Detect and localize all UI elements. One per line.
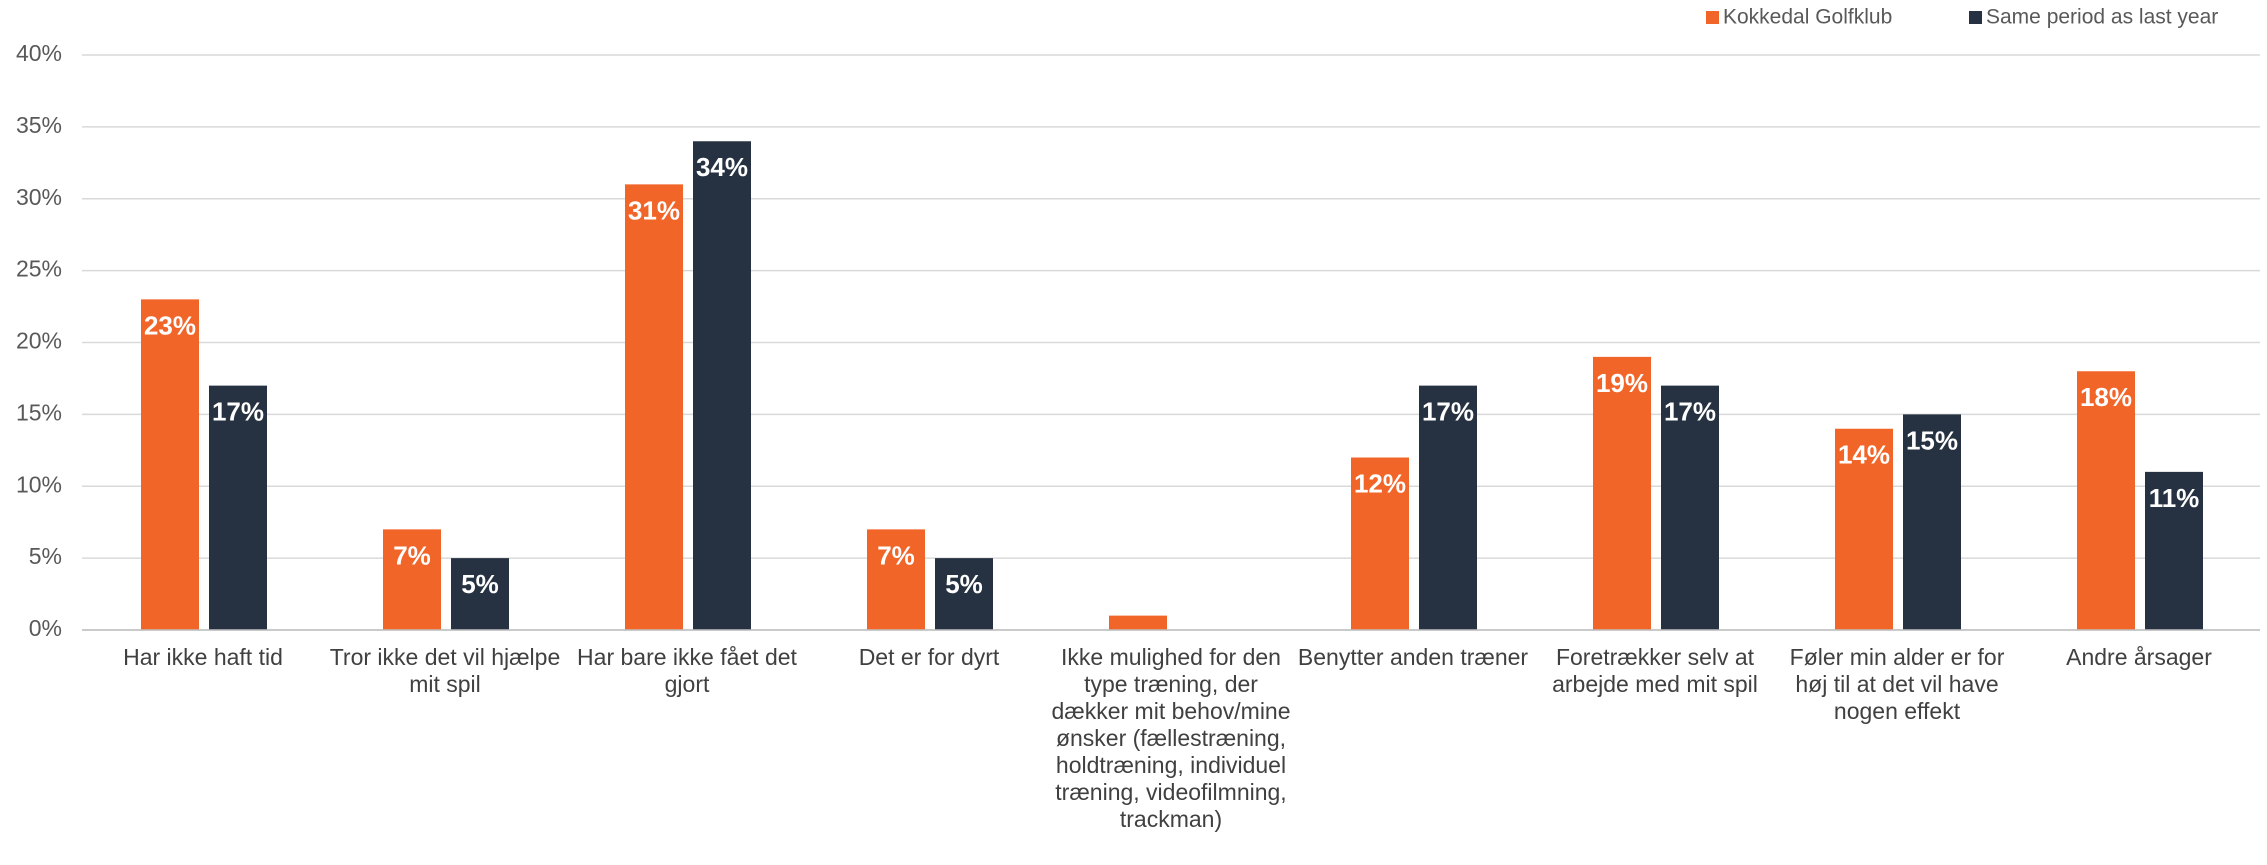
y-tick-label: 20% <box>16 328 62 354</box>
x-tick-label: Føler min alder er for høj til at det vi… <box>1789 644 2005 724</box>
data-label: 11% <box>2149 483 2200 513</box>
bar <box>867 529 925 630</box>
data-label: 15% <box>1906 425 1958 455</box>
bar <box>1835 428 1893 630</box>
x-tick-label: Har bare ikke fået det gjort <box>577 644 797 697</box>
bar <box>1661 385 1719 630</box>
bar <box>935 558 993 630</box>
bar <box>2077 371 2135 630</box>
bar <box>141 299 199 630</box>
x-tick-label: Foretrækker selv at arbejde med mit spil <box>1552 644 1758 697</box>
legend-label: Same period as last year <box>1986 6 2218 29</box>
data-label: 31% <box>628 195 680 225</box>
data-label: 17% <box>1422 397 1474 427</box>
bar <box>383 529 441 630</box>
bar <box>1593 356 1651 630</box>
x-tick-label: Tror ikke det vil hjælpe mit spil <box>329 644 561 697</box>
bar <box>693 141 751 630</box>
y-tick-label: 0% <box>29 615 62 641</box>
data-label: 14% <box>1838 440 1890 470</box>
data-label: 23% <box>144 310 196 340</box>
data-label: 12% <box>1354 468 1406 498</box>
x-tick-label: Benytter anden træner <box>1297 644 1529 670</box>
bar <box>209 385 267 630</box>
y-tick-label: 15% <box>16 399 62 425</box>
bar <box>451 558 509 630</box>
y-tick-label: 25% <box>16 256 62 282</box>
y-tick-label: 40% <box>16 40 62 66</box>
data-label: 7% <box>877 540 915 570</box>
bar <box>625 184 683 630</box>
x-tick-label: Ikke mulighed for den type træning, der … <box>1051 644 1291 832</box>
bar <box>2145 471 2203 630</box>
data-label: 34% <box>696 152 748 182</box>
x-tick-label: Har ikke haft tid <box>123 644 283 670</box>
data-label: 5% <box>461 569 499 599</box>
bar <box>1351 457 1409 630</box>
data-label: 17% <box>1664 397 1716 427</box>
data-label: 18% <box>2080 382 2132 412</box>
data-label: 7% <box>393 540 431 570</box>
y-tick-label: 5% <box>29 543 62 569</box>
bar <box>1419 385 1477 630</box>
data-label: 19% <box>1596 368 1648 398</box>
legend-swatch <box>1969 11 1982 24</box>
legend-label: Kokkedal Golfklub <box>1723 6 1892 29</box>
x-tick-label: Andre årsager <box>2066 644 2212 670</box>
bar <box>1903 414 1961 630</box>
y-tick-label: 35% <box>16 112 62 138</box>
y-tick-label: 10% <box>16 471 62 497</box>
y-tick-label: 30% <box>16 184 62 210</box>
bar <box>1109 615 1167 630</box>
x-tick-label: Det er for dyrt <box>858 644 1000 670</box>
data-label: 5% <box>945 569 983 599</box>
data-label: 17% <box>212 397 264 427</box>
legend-swatch <box>1706 11 1719 24</box>
